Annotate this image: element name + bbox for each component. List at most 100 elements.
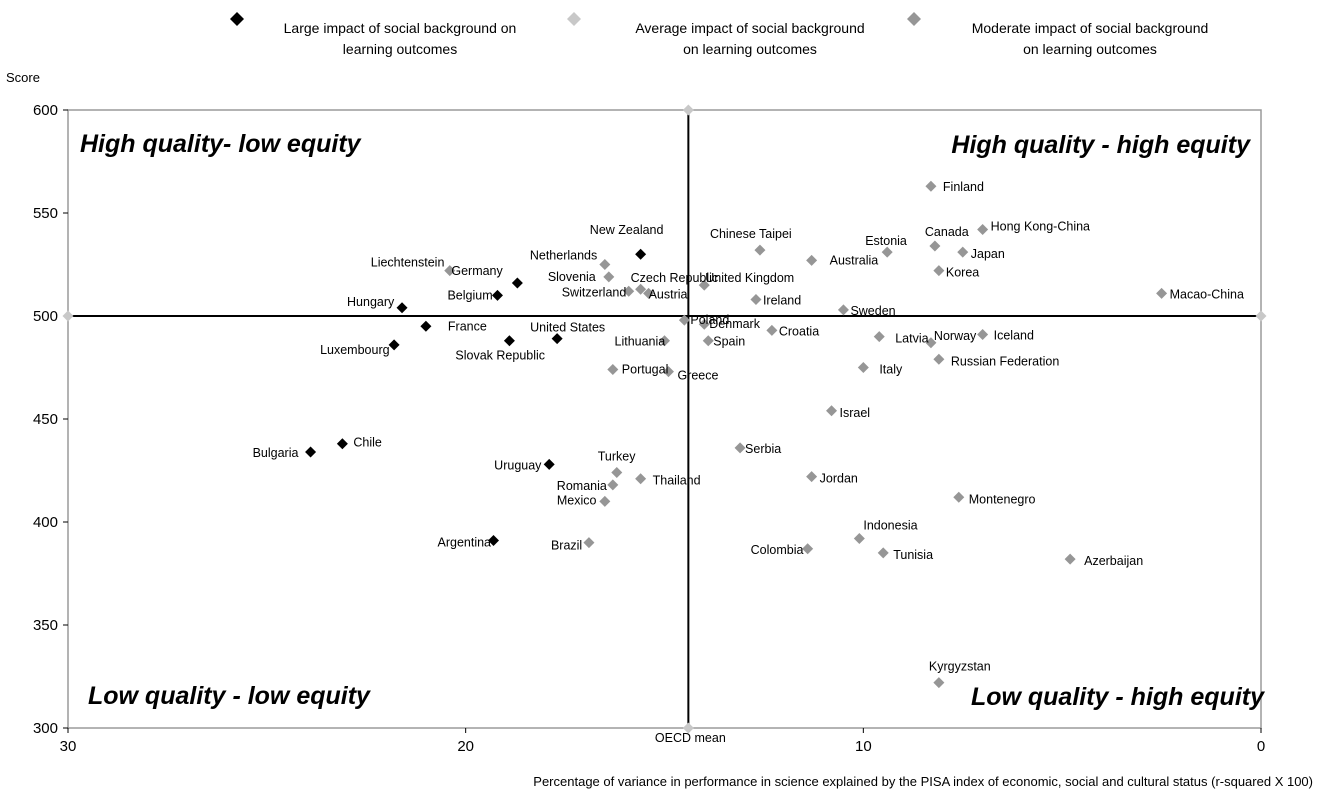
point-iceland bbox=[977, 329, 989, 341]
point-label-oecd-mean: OECD mean bbox=[655, 731, 726, 745]
point-italy bbox=[857, 362, 869, 373]
y-axis-title: Score bbox=[6, 70, 40, 85]
point-turkey bbox=[611, 467, 623, 479]
point-label-canada: Canada bbox=[925, 225, 969, 239]
legend-label-average-impact-line2: on learning outcomes bbox=[683, 41, 817, 57]
point-chinese-taipei bbox=[754, 244, 766, 256]
x-axis-title: Percentage of variance in performance in… bbox=[533, 774, 1313, 789]
point-czech-republic bbox=[635, 283, 647, 295]
point-label-luxembourg: Luxembourg bbox=[320, 343, 390, 357]
point-label-ireland: Ireland bbox=[763, 294, 801, 308]
point-label-azerbaijan: Azerbaijan bbox=[1084, 554, 1143, 568]
point-luxembourg bbox=[388, 339, 400, 351]
point-hong-kong-china bbox=[977, 223, 989, 235]
point-france bbox=[420, 320, 432, 332]
point-switzerland bbox=[623, 285, 635, 297]
point-colombia bbox=[802, 543, 814, 555]
y-tick-label-500: 500 bbox=[33, 308, 58, 325]
point-label-korea: Korea bbox=[946, 266, 979, 280]
point-austria bbox=[643, 287, 655, 299]
y-tick-label-350: 350 bbox=[33, 617, 58, 634]
point-label-united-kingdom: United Kingdom bbox=[705, 271, 794, 285]
point-chile bbox=[336, 438, 348, 450]
quadrant-label-top-left: High quality- low equity bbox=[80, 130, 362, 158]
point-label-brazil: Brazil bbox=[551, 539, 582, 553]
quadrant-label-top-right: High quality - high equity bbox=[951, 131, 1251, 159]
point-label-kyrgyzstan: Kyrgyzstan bbox=[929, 660, 991, 674]
point-label-estonia: Estonia bbox=[865, 234, 907, 248]
point-estonia bbox=[881, 246, 893, 258]
point-label-norway: Norway bbox=[934, 329, 977, 343]
point-denmark bbox=[698, 318, 710, 330]
point-label-france: France bbox=[448, 319, 487, 333]
point-belgium bbox=[491, 289, 503, 301]
point-bulgaria bbox=[305, 446, 317, 458]
point-uruguay bbox=[543, 458, 555, 470]
point-poland bbox=[678, 314, 690, 326]
point-label-slovenia: Slovenia bbox=[548, 270, 596, 284]
point-korea bbox=[933, 265, 945, 277]
point-label-montenegro: Montenegro bbox=[969, 492, 1036, 506]
point-label-spain: Spain bbox=[713, 335, 745, 349]
point-label-indonesia: Indonesia bbox=[863, 518, 917, 532]
point-germany bbox=[511, 277, 523, 289]
point-azerbaijan bbox=[1064, 553, 1076, 565]
point-japan bbox=[957, 246, 969, 258]
point-label-turkey: Turkey bbox=[598, 450, 636, 464]
point-label-switzerland: Switzerland bbox=[562, 285, 627, 299]
point-russian-federation bbox=[933, 353, 945, 365]
legend-marker-large-impact bbox=[230, 12, 244, 26]
point-hungary bbox=[396, 302, 408, 314]
point-label-russian-federation: Russian Federation bbox=[951, 354, 1059, 368]
point-lithuania bbox=[659, 335, 670, 347]
point-label-chile: Chile bbox=[353, 436, 382, 450]
data-points bbox=[62, 104, 1267, 734]
point-label-mexico: Mexico bbox=[557, 493, 597, 507]
point-label-jordan: Jordan bbox=[820, 472, 858, 486]
point-croatia bbox=[766, 324, 778, 336]
data-labels: New Zealand Germany Belgium Hungary France Lu… bbox=[253, 180, 1244, 745]
point-macao-china bbox=[1156, 287, 1168, 299]
point-label-bulgaria: Bulgaria bbox=[253, 446, 299, 460]
axes-layer: 300 350 400 450 500 550 600 30 20 10 0 bbox=[33, 102, 1265, 755]
legend-label-moderate-impact-line2: on learning outcomes bbox=[1023, 41, 1157, 57]
point-latvia bbox=[873, 331, 885, 343]
point-label-israel: Israel bbox=[840, 406, 871, 420]
point-australia bbox=[806, 254, 818, 266]
point-label-croatia: Croatia bbox=[779, 324, 819, 338]
point-greece bbox=[662, 366, 674, 378]
point-new-zealand bbox=[635, 248, 647, 260]
point-label-colombia: Colombia bbox=[751, 543, 804, 557]
x-tick-label-30: 30 bbox=[60, 738, 77, 755]
point-jordan bbox=[806, 471, 818, 483]
point-label-italy: Italy bbox=[879, 363, 903, 377]
point-liechtenstein bbox=[444, 265, 456, 277]
y-tick-label-450: 450 bbox=[33, 411, 58, 428]
y-tick-label-550: 550 bbox=[33, 205, 58, 222]
point-label-liechtenstein: Liechtenstein bbox=[371, 256, 445, 270]
point-montenegro bbox=[953, 491, 965, 503]
point-indonesia bbox=[853, 532, 865, 544]
point-romania bbox=[607, 479, 619, 491]
y-tick-label-400: 400 bbox=[33, 514, 58, 531]
point-label-greece: Greece bbox=[677, 369, 718, 383]
quadrant-label-bottom-left: Low quality - low equity bbox=[88, 682, 371, 710]
point-label-australia: Australia bbox=[830, 253, 879, 267]
y-tick-label-300: 300 bbox=[33, 720, 58, 737]
point-label-czech-republic: Czech Republic bbox=[631, 271, 719, 285]
point-label-macao-china: Macao-China bbox=[1170, 287, 1244, 301]
legend-label-average-impact-line1: Average impact of social background bbox=[635, 20, 864, 36]
point-label-iceland: Iceland bbox=[994, 329, 1034, 343]
point-mexico bbox=[599, 495, 611, 507]
point-label-uruguay: Uruguay bbox=[494, 458, 542, 472]
point-label-netherlands: Netherlands bbox=[530, 249, 597, 263]
point-portugal bbox=[607, 364, 619, 376]
plot-area bbox=[67, 109, 1262, 729]
point-kyrgyzstan bbox=[933, 677, 945, 689]
point-label-denmark: Denmark bbox=[709, 317, 760, 331]
point-label-sweden: Sweden bbox=[850, 304, 895, 318]
point-oecd-mean bbox=[682, 722, 694, 734]
point-canada bbox=[929, 240, 941, 252]
point-label-japan: Japan bbox=[971, 247, 1005, 261]
